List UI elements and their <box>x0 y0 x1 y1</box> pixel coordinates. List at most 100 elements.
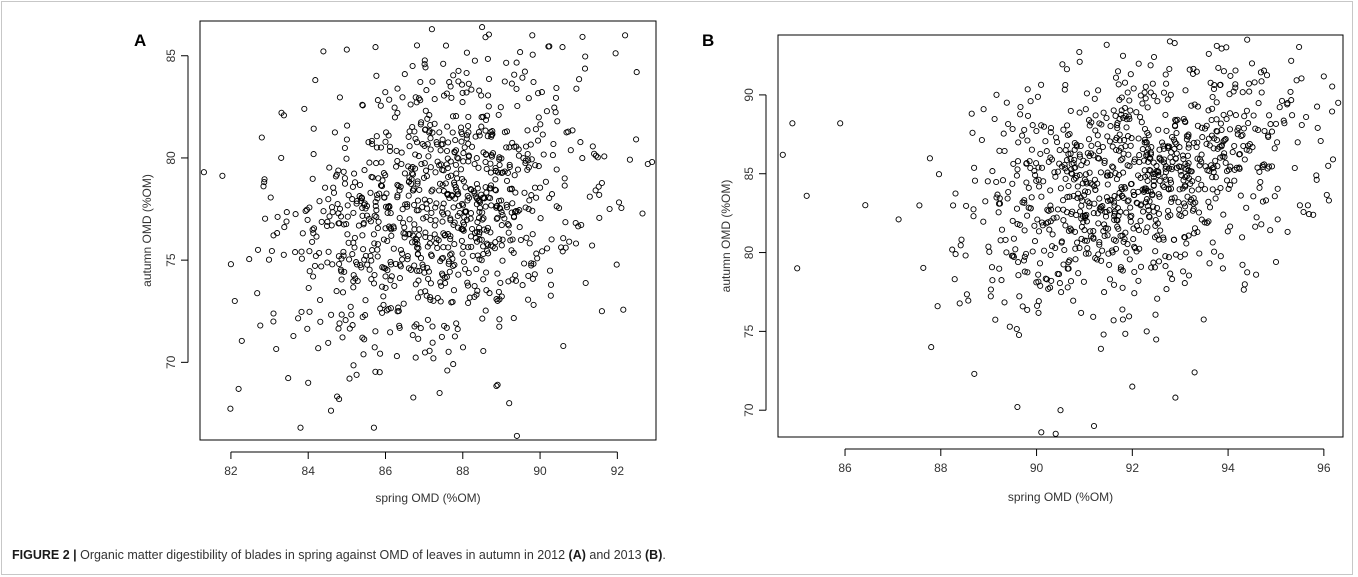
scatter-point <box>562 219 569 226</box>
scatter-point <box>1147 167 1154 174</box>
scatter-point <box>349 196 356 203</box>
scatter-point <box>1085 188 1092 196</box>
scatter-point <box>581 65 589 72</box>
scatter-point <box>1154 98 1161 105</box>
scatter-point <box>394 192 401 199</box>
scatter-point <box>1115 81 1122 88</box>
scatter-point <box>1147 89 1154 96</box>
scatter-point <box>463 89 470 96</box>
scatter-point <box>1155 258 1163 265</box>
scatter-point <box>454 154 461 161</box>
scatter-point <box>298 308 305 315</box>
scatter-point <box>432 217 439 224</box>
scatter-point <box>369 174 376 181</box>
scatter-point <box>1168 163 1175 170</box>
scatter-point <box>459 200 466 207</box>
scatter-point <box>514 102 521 110</box>
scatter-point <box>414 294 422 301</box>
scatter-point <box>1240 142 1247 150</box>
scatter-point <box>1004 195 1011 202</box>
scatter-point <box>424 316 431 323</box>
scatter-point <box>1280 117 1287 124</box>
scatter-point <box>1135 277 1142 284</box>
scatter-point <box>1074 239 1081 246</box>
scatter-point <box>1065 151 1072 158</box>
scatter-point <box>1032 172 1039 179</box>
scatter-point <box>427 294 434 301</box>
scatter-point <box>1001 299 1008 306</box>
scatter-point <box>455 155 462 162</box>
scatter-point <box>391 104 398 111</box>
scatter-point <box>414 180 421 187</box>
scatter-point <box>261 179 268 186</box>
scatter-point <box>935 171 943 178</box>
scatter-point <box>598 179 605 187</box>
scatter-point <box>333 288 340 295</box>
scatter-point <box>423 87 430 94</box>
scatter-point <box>1135 135 1142 142</box>
scatter-point <box>1115 225 1122 232</box>
scatter-point <box>447 233 454 240</box>
scatter-point <box>450 72 457 79</box>
scatter-point <box>438 141 445 148</box>
scatter-point <box>429 186 436 193</box>
scatter-point <box>406 178 413 185</box>
scatter-point <box>1083 237 1091 244</box>
scatter-point <box>453 113 460 120</box>
scatter-point <box>386 223 393 230</box>
scatter-point <box>384 209 391 216</box>
scatter-point <box>1070 176 1078 183</box>
scatter-point <box>1110 317 1117 324</box>
scatter-point <box>1120 169 1127 176</box>
scatter-point <box>446 194 453 202</box>
scatter-point <box>1152 216 1159 224</box>
scatter-point <box>506 163 513 171</box>
scatter-point <box>1122 185 1129 192</box>
scatter-point <box>1024 212 1031 219</box>
scatter-point <box>492 186 499 193</box>
scatter-point <box>410 394 417 401</box>
scatter-point <box>429 78 436 85</box>
scatter-point <box>376 369 383 376</box>
scatter-point <box>1224 228 1231 235</box>
scatter-point <box>1141 139 1148 146</box>
scatter-point <box>998 277 1005 284</box>
scatter-point <box>328 204 336 211</box>
scatter-point <box>350 362 357 369</box>
scatter-point <box>1219 265 1226 272</box>
scatter-point <box>1072 164 1079 171</box>
scatter-point <box>483 189 490 196</box>
scatter-point <box>465 129 472 136</box>
scatter-point <box>1041 247 1048 254</box>
scatter-point <box>1118 186 1125 193</box>
scatter-point <box>494 381 501 388</box>
scatter-point <box>561 182 568 189</box>
scatter-point <box>473 266 480 273</box>
scatter-point <box>386 143 394 150</box>
scatter-point <box>1256 184 1263 191</box>
scatter-point <box>1209 105 1216 112</box>
scatter-point <box>265 256 273 263</box>
scatter-point <box>503 177 511 184</box>
scatter-point <box>391 114 398 121</box>
scatter-point <box>1056 280 1063 287</box>
scatter-point <box>439 204 446 211</box>
scatter-point <box>513 432 520 439</box>
scatter-point <box>1139 100 1146 107</box>
scatter-point <box>524 150 531 158</box>
scatter-point <box>323 222 331 230</box>
scatter-point <box>401 71 408 78</box>
scatter-point <box>370 280 378 287</box>
scatter-point <box>1061 246 1068 254</box>
scatter-point <box>1227 163 1234 170</box>
scatter-point <box>1241 281 1248 288</box>
scatter-point <box>1165 165 1173 172</box>
scatter-point <box>1043 276 1050 283</box>
scatter-point <box>346 375 353 382</box>
scatter-point <box>1239 89 1246 96</box>
scatter-point <box>1195 209 1203 216</box>
scatter-point <box>526 197 533 204</box>
scatter-point <box>987 286 994 293</box>
scatter-point <box>394 194 401 201</box>
scatter-point <box>397 246 404 254</box>
